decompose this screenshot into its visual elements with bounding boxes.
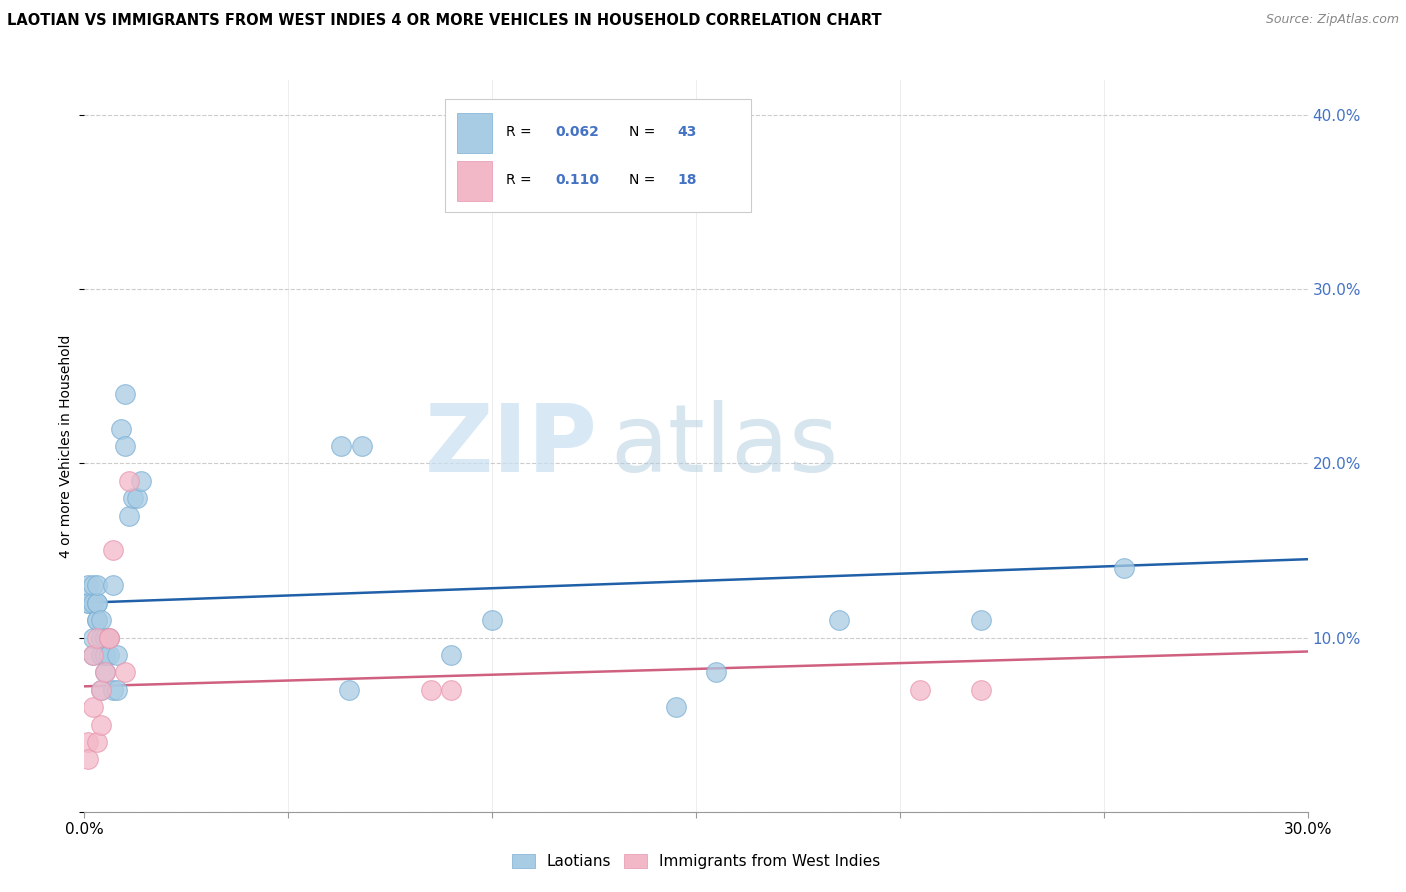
Point [77,578,100,592]
Point [86,631,108,645]
Text: 43: 43 [678,125,697,139]
Point [114,439,136,453]
Point [90,613,112,627]
Point [350,439,373,453]
Point [97,648,120,662]
Text: N =: N = [628,173,655,187]
Point [339,682,361,697]
Text: LAOTIAN VS IMMIGRANTS FROM WEST INDIES 4 OR MORE VEHICLES IN HOUSEHOLD CORRELATI: LAOTIAN VS IMMIGRANTS FROM WEST INDIES 4… [7,13,882,29]
Text: N =: N = [628,125,655,139]
Point [101,543,124,558]
Point [910,682,932,697]
Point [101,578,124,592]
Point [330,439,353,453]
Point [90,682,112,697]
Text: atlas: atlas [610,400,838,492]
Point [122,491,145,506]
Point [90,717,112,731]
Text: 0.062: 0.062 [555,125,599,139]
Point [706,665,728,680]
Text: R =: R = [506,125,531,139]
Point [105,648,128,662]
Text: 18: 18 [678,173,697,187]
Point [1114,561,1136,575]
Point [118,474,141,488]
Point [97,631,120,645]
Point [440,682,463,697]
FancyBboxPatch shape [457,113,492,153]
Point [665,700,688,714]
Point [97,631,120,645]
Point [93,665,117,680]
Point [970,682,993,697]
Text: 0.110: 0.110 [555,173,599,187]
Point [86,613,108,627]
Point [82,648,104,662]
Point [828,613,851,627]
Point [86,735,108,749]
Point [77,596,100,610]
Point [127,491,149,506]
Legend: Laotians, Immigrants from West Indies: Laotians, Immigrants from West Indies [508,849,884,873]
Text: Source: ZipAtlas.com: Source: ZipAtlas.com [1265,13,1399,27]
Point [105,682,128,697]
Point [86,613,108,627]
Point [114,386,136,401]
Point [481,613,503,627]
Point [131,474,153,488]
Point [93,665,117,680]
Text: ZIP: ZIP [425,400,598,492]
Point [82,648,104,662]
Point [82,596,104,610]
Point [420,682,443,697]
Point [114,665,136,680]
Point [93,648,117,662]
Point [77,596,100,610]
Text: R =: R = [506,173,531,187]
Point [82,631,104,645]
Point [118,508,141,523]
Point [93,648,117,662]
Point [440,648,463,662]
Point [101,682,124,697]
FancyBboxPatch shape [446,99,751,212]
Point [97,631,120,645]
Point [86,578,108,592]
FancyBboxPatch shape [457,161,492,201]
Point [77,752,100,766]
Y-axis label: 4 or more Vehicles in Household: 4 or more Vehicles in Household [59,334,73,558]
Point [86,596,108,610]
Point [90,631,112,645]
Point [82,700,104,714]
Point [82,578,104,592]
Point [90,648,112,662]
Point [90,682,112,697]
Point [86,596,108,610]
Point [110,421,132,435]
Point [970,613,993,627]
Point [77,735,100,749]
Point [93,631,117,645]
